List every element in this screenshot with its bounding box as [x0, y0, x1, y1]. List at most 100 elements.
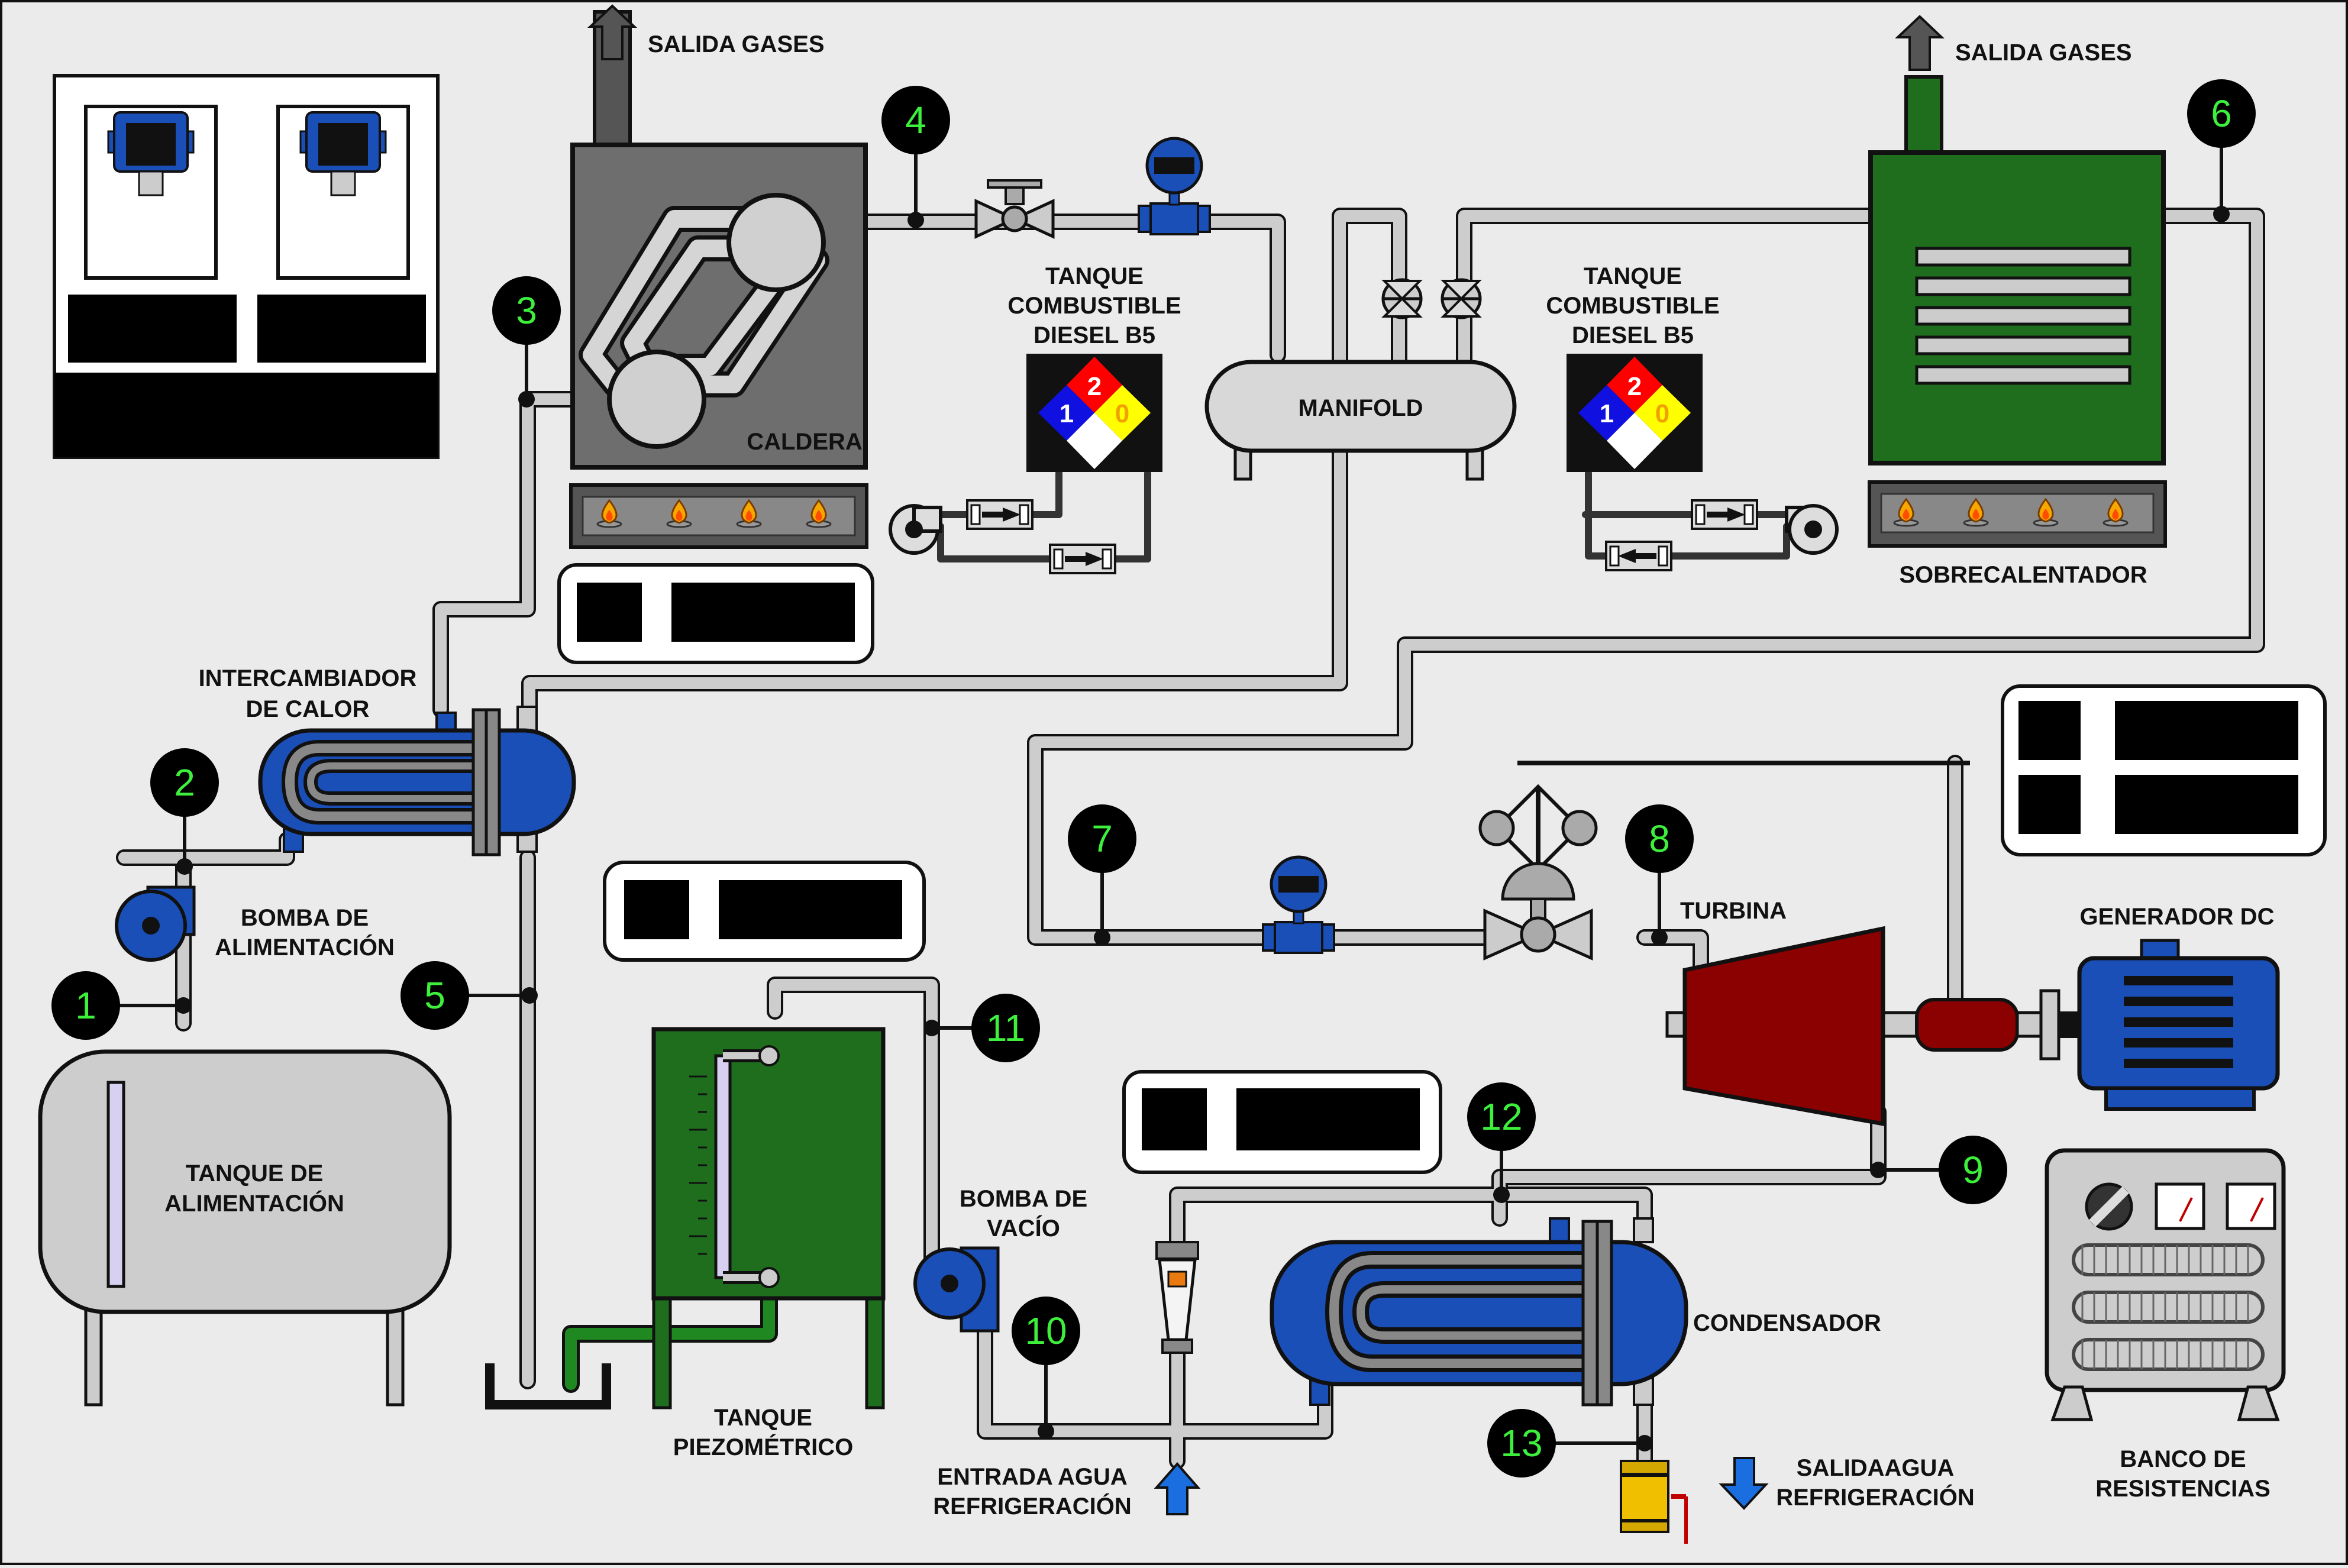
cooling-water-outlet: SALIDAAGUA REFRIGERACIÓN — [1719, 1455, 1975, 1511]
fuel-tank-2-label-line3: DIESEL B5 — [1572, 322, 1694, 348]
vacuum-pump-label-line2: VACÍO — [987, 1215, 1060, 1242]
exhaust-outlet-2: SALIDA GASES — [1894, 15, 2132, 71]
flow-meter-icon — [1139, 138, 1210, 234]
feed-pump-label-line2: ALIMENTACIÓN — [215, 933, 395, 961]
measurement-point-7[interactable]: 7 — [1068, 804, 1136, 873]
measurement-point-2[interactable]: 2 — [150, 748, 219, 817]
point-number: 6 — [2211, 92, 2232, 135]
analog-meter-icon — [2226, 1182, 2276, 1230]
nfpa-health: 1 — [1060, 399, 1074, 428]
condenser: CONDENSADOR — [1270, 1217, 1881, 1407]
arrow-up-icon — [1154, 1462, 1201, 1515]
measurement-point-13[interactable]: 13 — [1487, 1409, 1556, 1478]
manifold-label: MANIFOLD — [1298, 395, 1423, 421]
drain-tray — [485, 1363, 611, 1409]
point-number: 2 — [174, 761, 195, 804]
exhaust-label-1: SALIDA GASES — [648, 31, 825, 57]
feed-pump-label-line1: BOMBA DE — [241, 905, 369, 931]
dc-generator: GENERADOR DC — [2077, 904, 2280, 1111]
display-panel-piezo — [603, 861, 926, 962]
cooling-inlet-label-line1: ENTRADA AGUA — [937, 1464, 1127, 1490]
point-number: 9 — [1962, 1149, 1984, 1191]
condenser-label: CONDENSADOR — [1693, 1310, 1881, 1336]
feed-tank-label-line1: TANQUE DE — [186, 1160, 324, 1186]
rotameter — [1155, 1241, 1199, 1354]
measurement-point-11[interactable]: 11 — [971, 994, 1040, 1062]
display-panel-condenser — [1122, 1070, 1442, 1174]
measurement-point-10[interactable]: 10 — [1012, 1297, 1080, 1365]
fuel-tank-1-label-line2: COMBUSTIBLE — [1007, 293, 1181, 319]
gate-valve-icon — [974, 179, 1055, 239]
manifold-valve-icon — [1441, 278, 1482, 319]
arrow-up-icon — [1894, 15, 1945, 71]
control-valve-icon — [1478, 784, 1598, 961]
control-panel-top-left — [53, 74, 440, 459]
boiler: CALDERA — [569, 10, 868, 549]
point-number: 5 — [424, 974, 445, 1017]
measurement-points: 1 2 3 4 5 — [51, 79, 2256, 1478]
arrow-up-icon — [587, 4, 638, 60]
fuel-tank-1-label-line1: TANQUE — [1045, 263, 1144, 289]
manifold: MANIFOLD — [1204, 360, 1517, 481]
point-number: 8 — [1649, 817, 1670, 860]
nfpa-flammability: 2 — [1627, 372, 1642, 401]
fuel-blower-1 — [889, 504, 942, 555]
heat-exchanger: INTERCAMBIADOR DE CALOR — [199, 665, 576, 856]
measurement-point-12[interactable]: 12 — [1467, 1082, 1536, 1151]
measurement-point-8[interactable]: 8 — [1625, 804, 1694, 873]
point-number: 11 — [986, 1007, 1025, 1049]
measurement-point-3[interactable]: 3 — [492, 276, 561, 345]
fuel-tank-2-label-line2: COMBUSTIBLE — [1546, 293, 1719, 319]
exhaust-label-2: SALIDA GASES — [1955, 40, 2132, 66]
superheater: SOBRECALENTADOR — [1868, 75, 2167, 588]
piezometric-tank: TANQUE PIEZOMÉTRICO — [651, 1027, 886, 1460]
generator-label: GENERADOR DC — [2080, 904, 2275, 930]
measurement-point-1[interactable]: 1 — [51, 971, 120, 1040]
manifold-valve-icon — [1381, 278, 1423, 319]
boiler-label: CALDERA — [747, 429, 863, 455]
nfpa-instability: 0 — [1655, 399, 1669, 428]
piezo-tank-label-line2: PIEZOMÉTRICO — [673, 1434, 853, 1460]
check-valve-icon — [966, 499, 1033, 530]
cooling-inlet-label-line2: REFRIGERACIÓN — [933, 1492, 1132, 1519]
feed-pump: BOMBA DE ALIMENTACIÓN — [115, 885, 395, 962]
resistor-bank-label-line2: RESISTENCIAS — [2095, 1476, 2271, 1502]
piezo-tank-label-line1: TANQUE — [714, 1405, 812, 1431]
display-panel-generator — [2001, 684, 2327, 856]
point-number: 13 — [1500, 1422, 1542, 1464]
turbine: TURBINA — [1665, 898, 2079, 1127]
nfpa-flammability: 2 — [1087, 372, 1102, 401]
nfpa-diamond-1: 2 1 0 — [1038, 357, 1151, 469]
fuel-tank-2-label-line1: TANQUE — [1584, 263, 1682, 289]
point-number: 10 — [1025, 1310, 1067, 1352]
nfpa-diamond-2: 2 1 0 — [1578, 357, 1691, 469]
selector-knob-icon — [2085, 1182, 2133, 1231]
cooling-water-inlet: ENTRADA AGUA REFRIGERACIÓN — [933, 1462, 1201, 1519]
heat-exchanger-label-line1: INTERCAMBIADOR — [199, 665, 417, 691]
cooling-outlet-label-line2: REFRIGERACIÓN — [1776, 1483, 1975, 1511]
point-number: 12 — [1480, 1095, 1522, 1138]
feed-tank-label-line2: ALIMENTACIÓN — [164, 1189, 344, 1217]
check-valve-icon — [1691, 499, 1758, 530]
point-number: 3 — [516, 289, 537, 332]
display-panel-boiler — [557, 563, 874, 664]
check-valve-icon — [1049, 544, 1116, 574]
measurement-point-5[interactable]: 5 — [401, 961, 469, 1030]
measurement-point-9[interactable]: 9 — [1939, 1136, 2007, 1204]
fuel-tank-2: TANQUE COMBUSTIBLE DIESEL B5 2 1 0 — [1546, 263, 1720, 472]
nfpa-instability: 0 — [1115, 399, 1129, 428]
measurement-point-4[interactable]: 4 — [881, 86, 950, 154]
vacuum-pump-label-line1: BOMBA DE — [960, 1186, 1087, 1212]
point-number: 4 — [905, 99, 926, 141]
feed-tank: TANQUE DE ALIMENTACIÓN — [38, 1049, 452, 1407]
nfpa-health: 1 — [1600, 399, 1614, 428]
superheater-label: SOBRECALENTADOR — [1899, 562, 2147, 588]
cooling-outlet-label-line1: SALIDAAGUA — [1797, 1455, 1955, 1481]
measurement-point-6[interactable]: 6 — [2187, 79, 2256, 148]
steam-trap — [1620, 1460, 1688, 1544]
heat-exchanger-label-line2: DE CALOR — [246, 696, 370, 722]
fuel-tank-1: TANQUE COMBUSTIBLE DIESEL B5 2 1 0 — [1007, 263, 1181, 472]
point-number: 7 — [1091, 817, 1113, 860]
